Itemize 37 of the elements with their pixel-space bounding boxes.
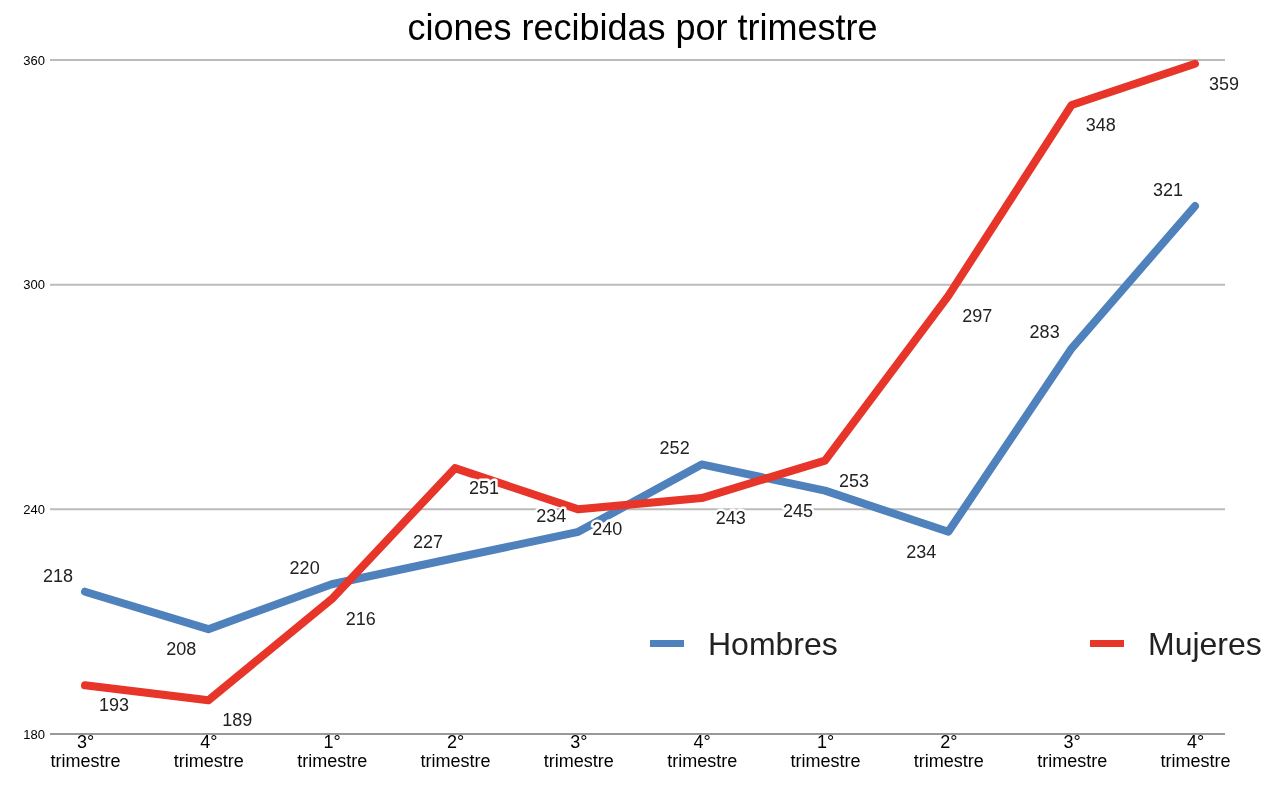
data-label: 218 <box>42 565 73 586</box>
x-tick-label: 3° trimestre <box>50 731 121 771</box>
y-tick-label: 300 <box>23 277 45 293</box>
data-label: 234 <box>906 541 937 562</box>
data-label: 297 <box>962 305 993 326</box>
x-tick-label: 3° trimestre <box>1037 731 1108 771</box>
x-tick-label: 4° trimestre <box>667 731 738 771</box>
x-tick-label: 4° trimestre <box>1160 731 1231 771</box>
data-label: 189 <box>222 710 253 731</box>
x-tick-label: 2° trimestre <box>913 731 984 771</box>
data-label: 348 <box>1085 114 1116 135</box>
x-tick-label: 2° trimestre <box>420 731 491 771</box>
data-label: 251 <box>469 478 500 499</box>
y-tick-label: 180 <box>23 726 45 742</box>
data-label: 216 <box>345 609 376 630</box>
data-label: 220 <box>289 558 320 579</box>
data-label: 253 <box>839 470 870 491</box>
data-label: 359 <box>1209 73 1240 94</box>
x-tick-label: 1° trimestre <box>297 731 368 771</box>
data-label: 193 <box>99 695 130 716</box>
y-tick-label: 240 <box>23 501 45 517</box>
data-label: 208 <box>166 639 197 660</box>
x-tick-label: 3° trimestre <box>543 731 614 771</box>
data-label: 234 <box>536 505 567 526</box>
y-tick-label: 360 <box>23 52 45 68</box>
data-label: 252 <box>659 438 690 459</box>
x-tick-label: 4° trimestre <box>173 731 244 771</box>
data-label: 245 <box>782 500 813 521</box>
legend-label: Hombres <box>708 626 838 662</box>
chart-title: ciones recibidas por trimestre <box>407 7 878 48</box>
data-label: 240 <box>592 519 623 540</box>
data-label: 243 <box>715 508 746 529</box>
x-tick-label: 1° trimestre <box>790 731 861 771</box>
legend-label: Mujeres <box>1148 626 1262 662</box>
data-label: 227 <box>412 532 443 553</box>
data-label: 283 <box>1029 322 1060 343</box>
data-label: 321 <box>1152 180 1183 201</box>
